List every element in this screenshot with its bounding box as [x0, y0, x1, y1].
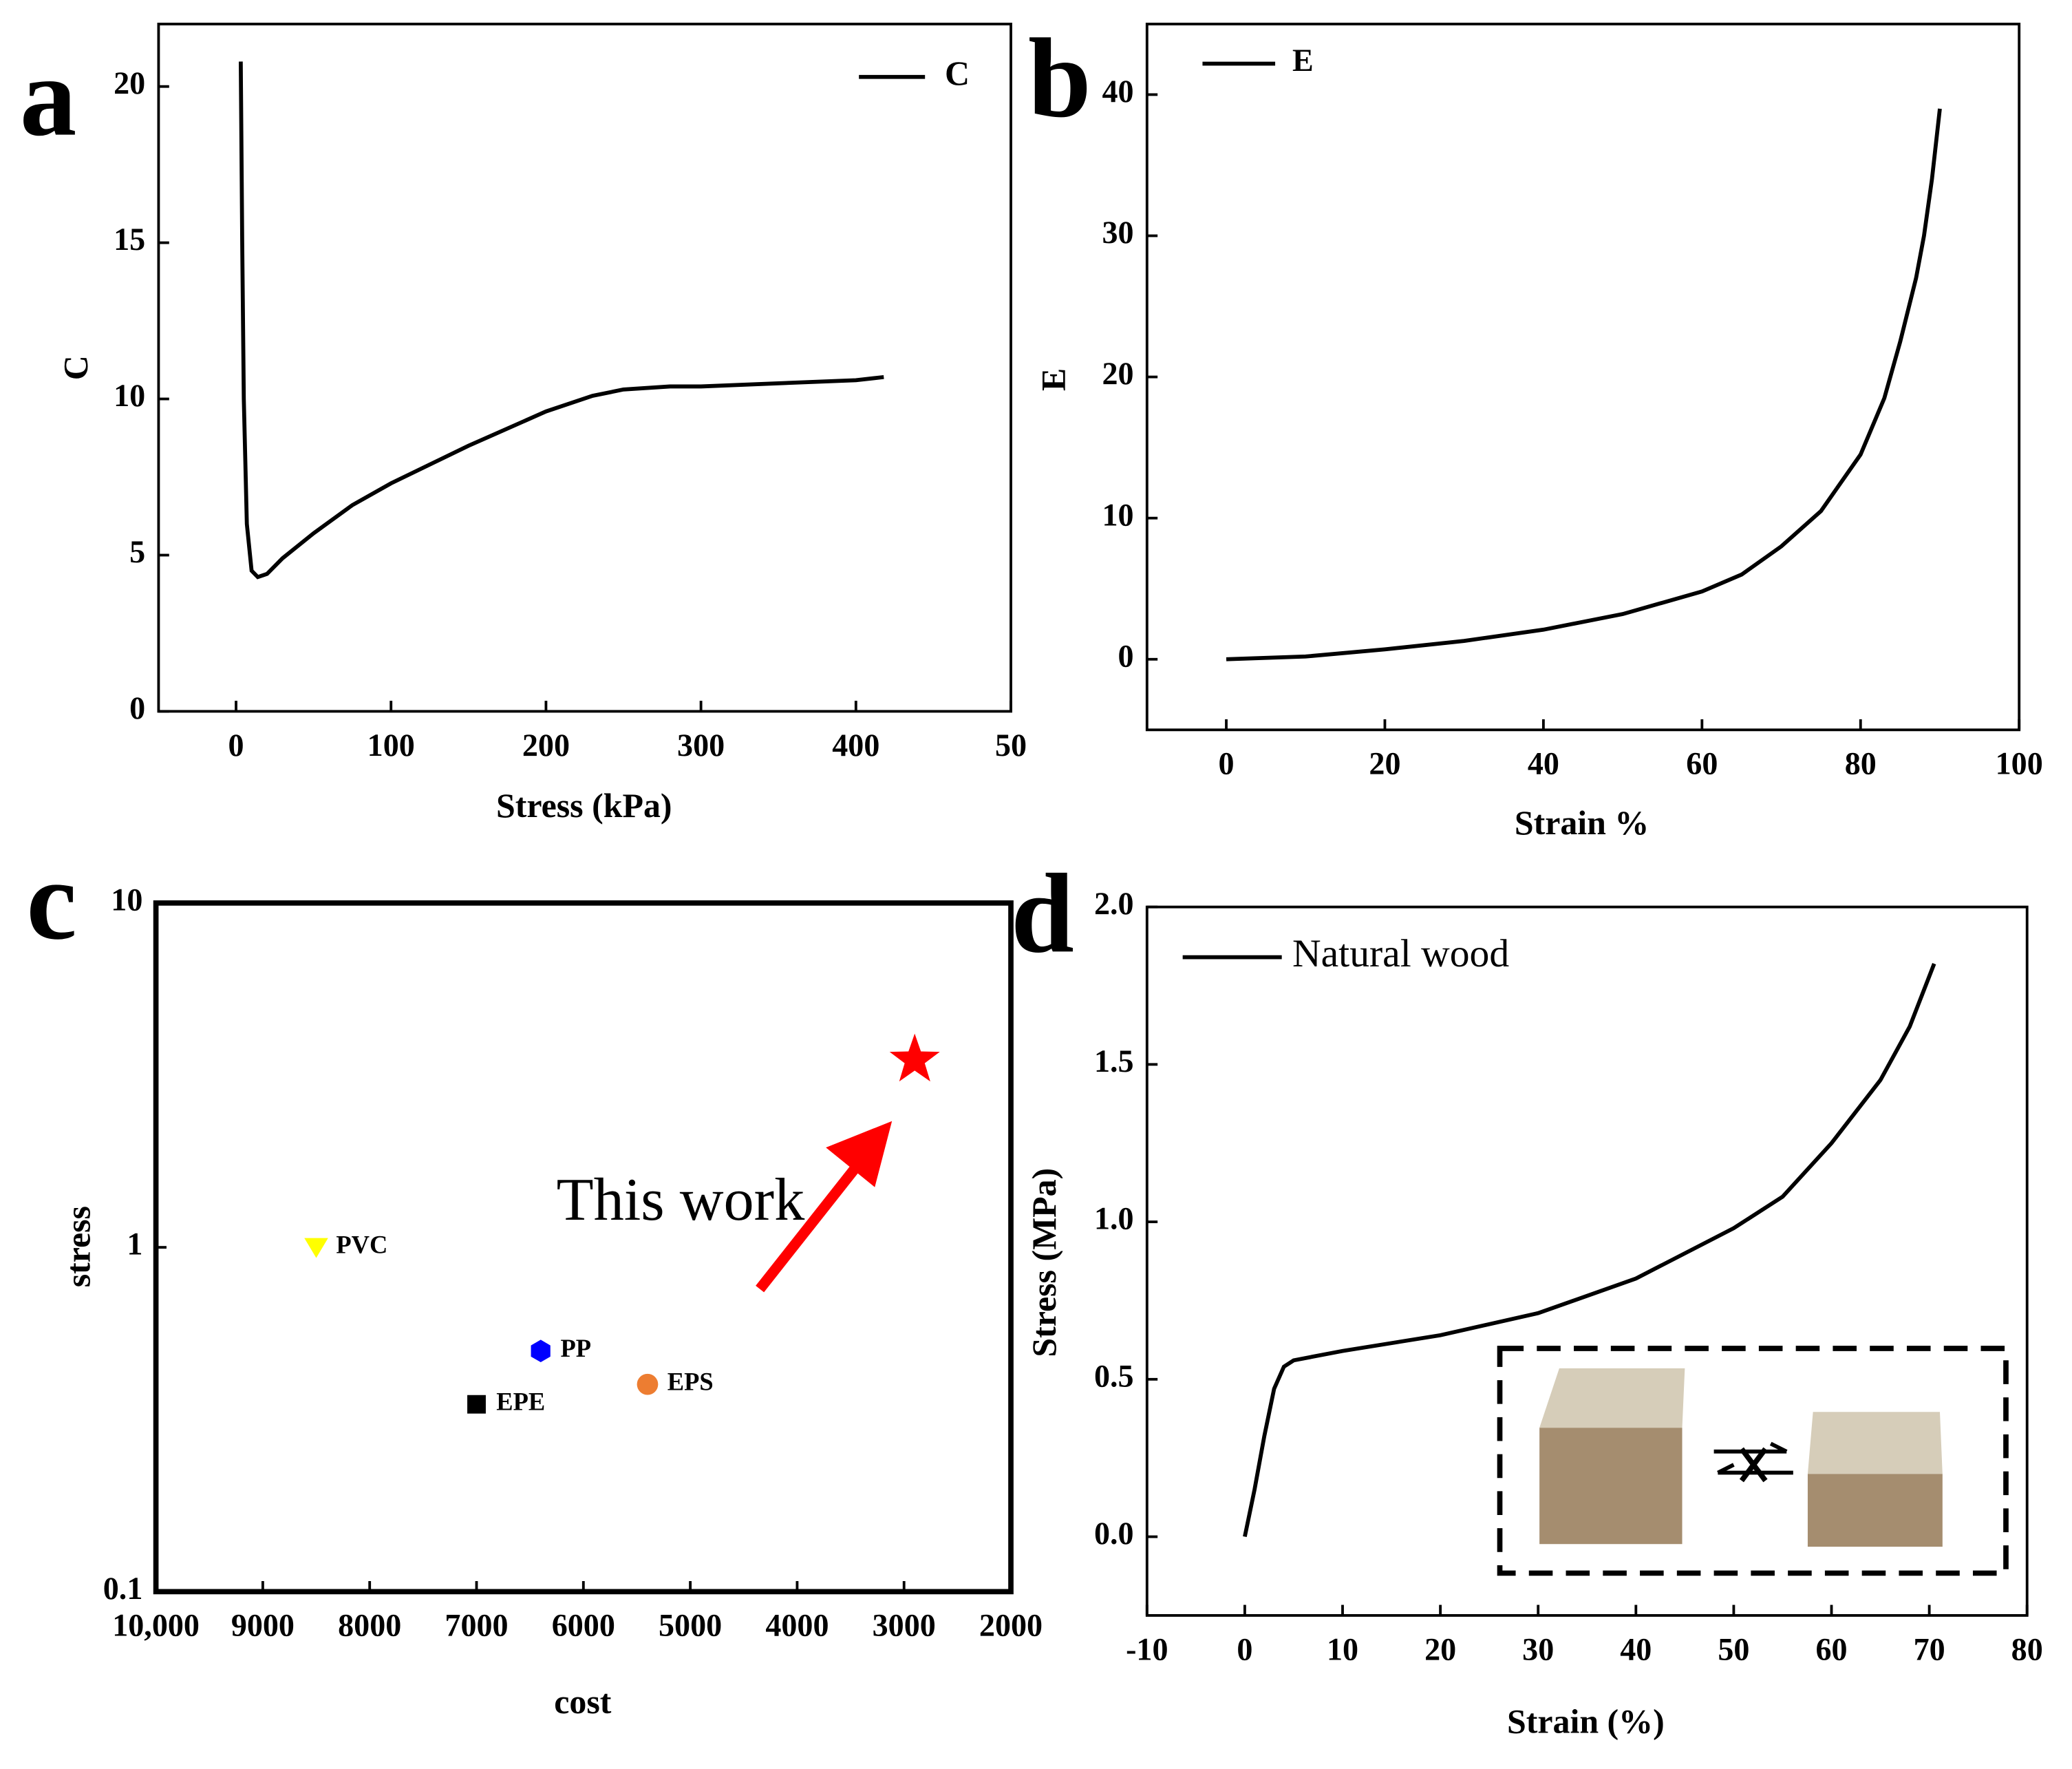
- y-tick-label: 20: [1102, 356, 1134, 391]
- y-tick-label: 15: [114, 222, 145, 257]
- y-axis-label: C: [57, 355, 95, 380]
- x-tick-label: 60: [1686, 746, 1718, 781]
- x-tick-label: 30: [1522, 1631, 1554, 1666]
- y-tick-label: 0.1: [103, 1571, 143, 1606]
- panel-letter: d: [1011, 850, 1074, 976]
- x-tick-label: 100: [1996, 746, 2043, 781]
- x-tick-label: 0: [1237, 1631, 1252, 1666]
- marker: [637, 1373, 659, 1395]
- y-tick-label: 1: [127, 1227, 142, 1262]
- legend-label: Natural wood: [1292, 932, 1509, 975]
- annotation: This work: [557, 1166, 805, 1233]
- marker: [889, 1033, 940, 1082]
- x-tick-label: 2000: [979, 1608, 1043, 1643]
- x-tick-label: 10,000: [112, 1608, 200, 1643]
- x-tick-label: -10: [1126, 1631, 1168, 1666]
- inset-photo: [1497, 1346, 2009, 1576]
- point-label: EPE: [496, 1388, 545, 1416]
- plot-frame: [157, 22, 1012, 713]
- x-tick-label: 70: [1914, 1631, 1945, 1666]
- y-tick-label: 0.5: [1094, 1358, 1134, 1393]
- block-top: [1539, 1368, 1685, 1428]
- annotation-arrow: [756, 1160, 864, 1293]
- y-tick-label: 1.5: [1094, 1044, 1134, 1079]
- inset-frame: [1497, 1346, 2009, 1576]
- y-axis-label: E: [1035, 368, 1073, 391]
- point-label: PVC: [336, 1230, 387, 1258]
- legend-label: C: [945, 54, 970, 92]
- panel-letter: c: [26, 837, 76, 963]
- point-label: PP: [560, 1334, 591, 1362]
- x-tick-label: 20: [1369, 746, 1400, 781]
- x-tick-label: 20: [1424, 1631, 1456, 1666]
- x-tick-label: 100: [367, 728, 415, 763]
- data-line: [238, 61, 884, 580]
- y-tick-label: 1.0: [1094, 1201, 1134, 1236]
- marker: [304, 1238, 328, 1258]
- x-tick-label: 400: [832, 728, 879, 763]
- y-tick-label: 40: [1102, 74, 1134, 109]
- panel-letter: a: [20, 34, 77, 160]
- block-front: [1807, 1474, 1943, 1547]
- x-axis-label: Stress (kPa): [496, 787, 672, 825]
- y-tick-label: 2.0: [1094, 886, 1134, 921]
- x-tick-label: 7000: [445, 1608, 508, 1643]
- x-tick-label: 60: [1815, 1631, 1847, 1666]
- point-label: EPS: [667, 1368, 714, 1396]
- x-tick-label: 6000: [552, 1608, 615, 1643]
- y-tick-label: 10: [1102, 497, 1134, 532]
- x-tick-label: 50: [995, 728, 1027, 763]
- y-axis-label: stress: [60, 1206, 98, 1287]
- cross-mark: [1739, 1447, 1768, 1483]
- block-top: [1807, 1412, 1943, 1474]
- panel-letter: b: [1028, 15, 1091, 141]
- x-tick-label: 80: [1845, 746, 1877, 781]
- plot-frame: [1145, 905, 2029, 1617]
- x-tick-label: 9000: [231, 1608, 295, 1643]
- annotation-arrowhead: [826, 1121, 893, 1187]
- data-line: [1226, 108, 1942, 661]
- y-tick-label: 10: [114, 378, 145, 413]
- y-tick-label: 30: [1102, 215, 1134, 250]
- x-tick-label: 40: [1528, 746, 1559, 781]
- x-axis-label: cost: [554, 1683, 612, 1721]
- marker: [467, 1395, 486, 1414]
- x-tick-label: 200: [522, 728, 570, 763]
- y-axis-label: Stress (MPa): [1025, 1168, 1063, 1357]
- x-tick-label: 40: [1620, 1631, 1652, 1666]
- y-tick-label: 0: [129, 690, 145, 725]
- y-tick-label: 0.0: [1094, 1516, 1134, 1551]
- x-tick-label: 8000: [338, 1608, 401, 1643]
- legend-label: E: [1292, 43, 1314, 78]
- y-tick-label: 5: [129, 534, 145, 569]
- x-tick-label: 0: [228, 728, 244, 763]
- y-tick-label: 10: [111, 882, 142, 917]
- y-tick-label: 20: [114, 65, 145, 100]
- block-front: [1539, 1428, 1683, 1545]
- x-axis-label: Strain %: [1515, 804, 1649, 842]
- reversible-arrow: [1713, 1441, 1793, 1475]
- x-tick-label: 3000: [873, 1608, 936, 1643]
- x-tick-label: 4000: [765, 1608, 829, 1643]
- marker: [531, 1339, 551, 1362]
- x-tick-label: 5000: [659, 1608, 722, 1643]
- data-line: [1243, 962, 1936, 1538]
- x-tick-label: 0: [1218, 746, 1234, 781]
- x-tick-label: 10: [1327, 1631, 1358, 1666]
- y-tick-label: 0: [1118, 638, 1134, 673]
- x-tick-label: 80: [2011, 1631, 2043, 1666]
- x-tick-label: 300: [677, 728, 725, 763]
- x-tick-label: 50: [1718, 1631, 1749, 1666]
- x-axis-label: Strain (%): [1507, 1703, 1665, 1741]
